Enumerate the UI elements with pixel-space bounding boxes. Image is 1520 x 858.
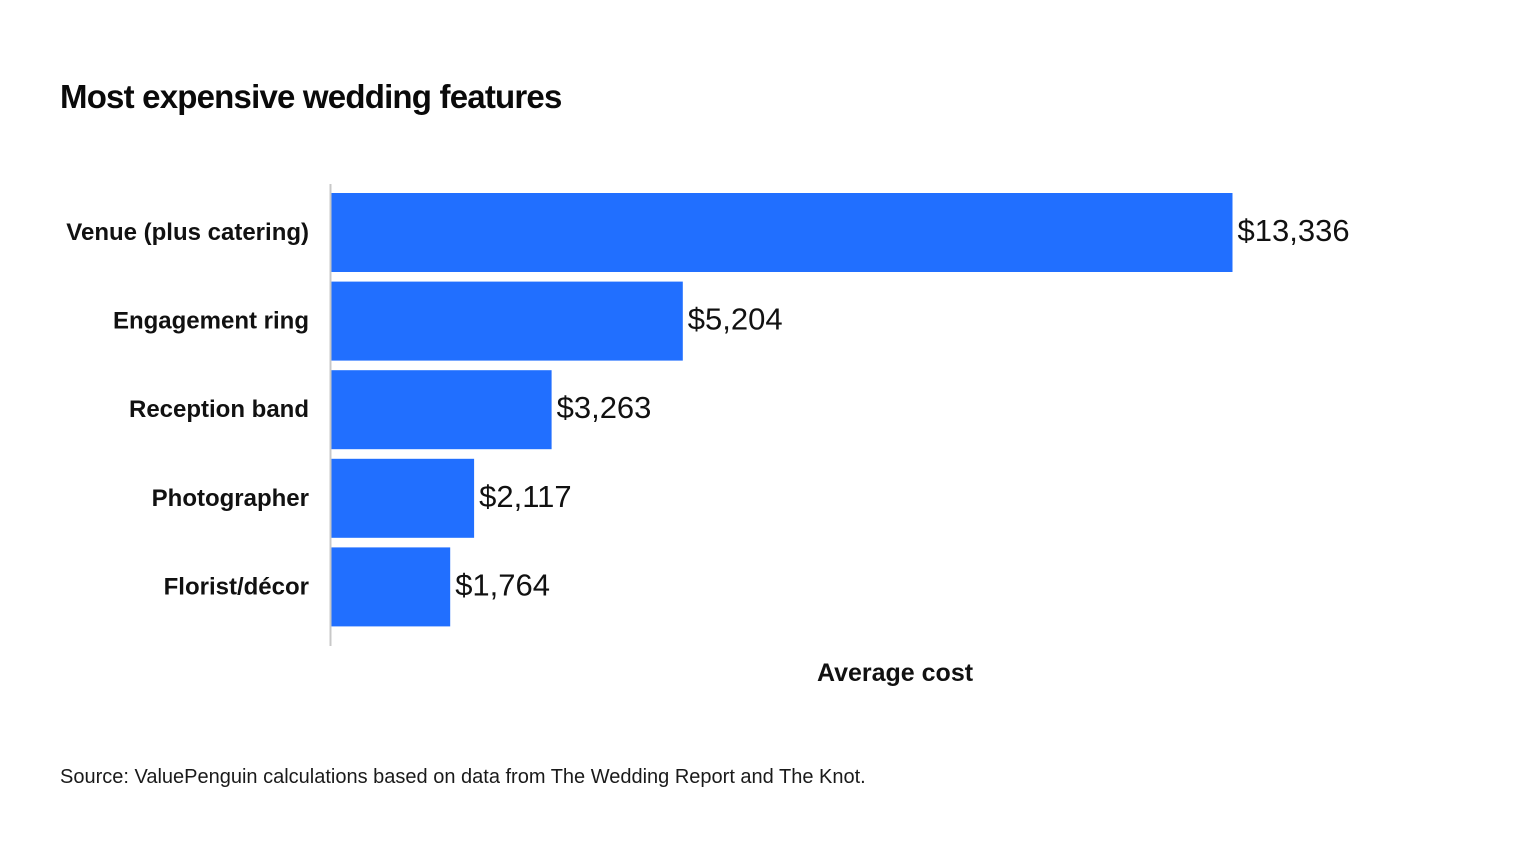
value-label: $13,336: [1238, 213, 1350, 248]
value-label: $1,764: [455, 567, 550, 602]
category-label: Engagement ring: [113, 308, 309, 335]
labels-layer: Venue (plus catering) $13,336 Engagement r…: [66, 213, 1349, 602]
value-label: $2,117: [479, 479, 572, 514]
category-label: Florist/décor: [164, 573, 309, 600]
value-label: $5,204: [688, 302, 783, 337]
bar: [331, 193, 1233, 272]
bar: [331, 458, 475, 538]
bar: [331, 547, 451, 627]
chart-title: Most expensive wedding features: [60, 78, 562, 115]
bar: [331, 370, 552, 450]
category-label: Photographer: [152, 485, 309, 512]
source-note: Source: ValuePenguin calculations based …: [60, 766, 866, 788]
category-label: Reception band: [129, 396, 309, 423]
bars-layer: [331, 193, 1233, 627]
x-axis-title: Average cost: [817, 659, 974, 687]
category-label: Venue (plus catering): [66, 219, 309, 246]
bar: [331, 281, 683, 361]
value-label: $3,263: [557, 390, 652, 425]
